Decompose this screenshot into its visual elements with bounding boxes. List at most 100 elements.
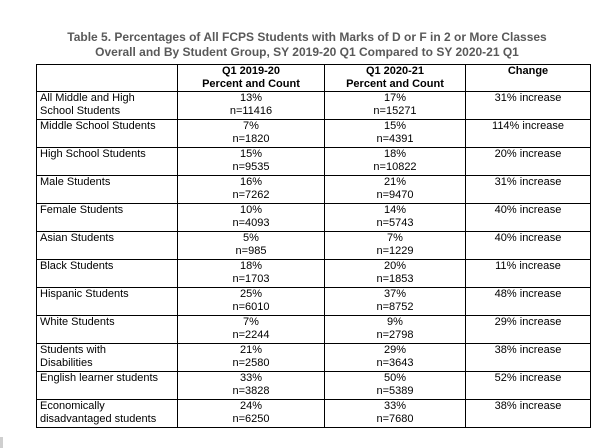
- change-value: 38% increase: [494, 400, 562, 413]
- change-value: 31% increase: [494, 92, 562, 105]
- q1-2019-20-count: n=3828: [232, 385, 270, 397]
- q1-2020-21-cell: 50% n=5389: [324, 371, 466, 400]
- q1-2019-20-percent: 7%: [243, 120, 259, 133]
- table-row: All Middle and High School Students 13% n=1…: [36, 91, 591, 120]
- student-group-label-line-1: English learner students: [40, 372, 159, 385]
- q1-2020-21-count: n=5743: [376, 217, 414, 229]
- table-row: Economically disadvantaged students 24% n=6…: [36, 399, 591, 428]
- q1-2020-21-count: n=3643: [376, 357, 414, 369]
- table-row: High School Students 15% n=9535 18% n=10822 2…: [36, 147, 591, 176]
- change-cell: 40% increase: [465, 203, 591, 232]
- q1-2020-21-percent: 33%: [383, 400, 407, 413]
- change-value: 11% increase: [495, 260, 561, 273]
- q1-2019-20-percent: 10%: [239, 204, 263, 217]
- q1-2019-20-percent: 25%: [239, 288, 263, 301]
- q1-2019-20-cell: 10% n=4093: [177, 203, 325, 232]
- student-group-cell: Female Students: [36, 203, 178, 232]
- q1-2020-21-count: n=5389: [376, 385, 414, 397]
- student-marks-table: Q1 2019-20 Percent and Count Q1 2020-21 …: [36, 64, 591, 428]
- student-group-cell: Economically disadvantaged students: [36, 399, 178, 428]
- q1-2019-20-percent: 21%: [239, 344, 263, 357]
- q1-2020-21-percent: 14%: [383, 204, 407, 217]
- student-group-label-line-1: All Middle and High: [40, 92, 135, 105]
- q1-2020-21-count: n=2798: [376, 329, 414, 341]
- q1-2020-21-count: n=7680: [376, 413, 414, 425]
- student-group-cell: High School Students: [36, 147, 178, 176]
- q1-2020-21-cell: 37% n=8752: [324, 287, 466, 316]
- header-q1-2020-21: Q1 2020-21 Percent and Count: [324, 64, 466, 92]
- q1-2019-20-count: n=9535: [232, 161, 270, 173]
- table-row: Female Students 10% n=4093 14% n=5743 40% inc…: [36, 203, 591, 232]
- q1-2019-20-cell: 5% n=985: [177, 231, 325, 260]
- q1-2020-21-percent: 9%: [387, 316, 403, 329]
- change-cell: 38% increase: [465, 343, 591, 372]
- q1-2020-21-percent: 29%: [383, 344, 407, 357]
- student-group-label-line-2: disadvantaged students: [40, 413, 157, 425]
- change-cell: 31% increase: [465, 175, 591, 204]
- q1-2019-20-count: n=2580: [232, 357, 270, 369]
- q1-2020-21-cell: 15% n=4391: [324, 119, 466, 148]
- table-row: Male Students 16% n=7262 21% n=9470 31% incre…: [36, 175, 591, 204]
- change-value: 20% increase: [494, 148, 562, 161]
- change-cell: 29% increase: [465, 315, 591, 344]
- student-group-cell: Asian Students: [36, 231, 178, 260]
- q1-2020-21-percent: 21%: [383, 176, 407, 189]
- q1-2020-21-percent: 20%: [383, 260, 407, 273]
- table-row: White Students 7% n=2244 9% n=2798 29% increa…: [36, 315, 591, 344]
- q1-2019-20-percent: 33%: [239, 372, 263, 385]
- student-group-cell: English learner students: [36, 371, 178, 400]
- student-group-label-line-1: Male Students: [40, 176, 111, 189]
- q1-2019-20-cell: 13% n=11416: [177, 91, 325, 120]
- student-group-label-line-1: Students with: [40, 344, 107, 357]
- header-group: [36, 64, 178, 92]
- student-group-cell: All Middle and High School Students: [36, 91, 178, 120]
- q1-2020-21-cell: 29% n=3643: [324, 343, 466, 372]
- q1-2019-20-count: n=4093: [232, 217, 270, 229]
- q1-2019-20-count: n=2244: [232, 329, 270, 341]
- student-group-label-line-2: Disabilities: [40, 357, 93, 369]
- q1-2020-21-count: n=15271: [373, 105, 417, 117]
- q1-2020-21-cell: 17% n=15271: [324, 91, 466, 120]
- change-value: 40% increase: [494, 204, 562, 217]
- student-group-cell: White Students: [36, 315, 178, 344]
- change-cell: 20% increase: [465, 147, 591, 176]
- q1-2020-21-cell: 14% n=5743: [324, 203, 466, 232]
- q1-2019-20-percent: 5%: [243, 232, 259, 245]
- student-group-label-line-2: School Students: [40, 105, 121, 117]
- header-row: Q1 2019-20 Percent and Count Q1 2020-21 …: [36, 64, 591, 92]
- caption-line-2: Overall and By Student Group, SY 2019-20…: [95, 45, 519, 59]
- q1-2019-20-percent: 15%: [239, 148, 263, 161]
- change-value: 114% increase: [492, 120, 564, 133]
- change-value: 40% increase: [494, 232, 562, 245]
- q1-2020-21-count: n=1229: [376, 245, 414, 257]
- q1-2019-20-count: n=11416: [229, 105, 273, 117]
- student-group-label-line-1: Hispanic Students: [40, 288, 129, 301]
- table-caption: Table 5. Percentages of All FCPS Student…: [0, 30, 614, 60]
- student-group-label-line-1: Black Students: [40, 260, 114, 273]
- q1-2020-21-cell: 18% n=10822: [324, 147, 466, 176]
- q1-2019-20-percent: 7%: [243, 316, 259, 329]
- student-group-label-line-1: Economically: [40, 400, 105, 413]
- table-header: Q1 2019-20 Percent and Count Q1 2020-21 …: [36, 64, 591, 92]
- change-cell: 40% increase: [465, 231, 591, 260]
- q1-2020-21-percent: 15%: [383, 120, 407, 133]
- page-edge-mark: [0, 437, 3, 448]
- q1-2020-21-percent: 37%: [383, 288, 407, 301]
- q1-2020-21-percent: 17%: [383, 92, 407, 105]
- header-q1-2020-21-subtitle: Percent and Count: [346, 78, 444, 90]
- change-cell: 31% increase: [465, 91, 591, 120]
- table-row: English learner students 33% n=3828 50% n=53…: [36, 371, 591, 400]
- q1-2020-21-count: n=8752: [376, 301, 414, 313]
- q1-2020-21-cell: 7% n=1229: [324, 231, 466, 260]
- q1-2020-21-percent: 50%: [383, 372, 407, 385]
- table-row: Black Students 18% n=1703 20% n=1853 11% incr…: [36, 259, 591, 288]
- header-change: Change: [465, 64, 591, 92]
- q1-2019-20-count: n=1820: [232, 133, 270, 145]
- header-q1-2019-20-subtitle: Percent and Count: [202, 78, 300, 90]
- change-cell: 38% increase: [465, 399, 591, 428]
- q1-2020-21-percent: 7%: [387, 232, 403, 245]
- q1-2020-21-count: n=1853: [376, 273, 414, 285]
- change-cell: 52% increase: [465, 371, 591, 400]
- caption-line-1: Table 5. Percentages of All FCPS Student…: [67, 30, 547, 44]
- q1-2020-21-count: n=9470: [376, 189, 414, 201]
